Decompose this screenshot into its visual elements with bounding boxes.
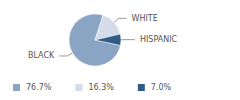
svg-text:WHITE: WHITE [132, 14, 158, 23]
svg-text:HISPANIC: HISPANIC [140, 35, 178, 44]
svg-text:76.7%: 76.7% [26, 83, 52, 92]
svg-text:BLACK: BLACK [28, 51, 55, 60]
svg-text:16.3%: 16.3% [88, 83, 114, 92]
svg-text:7.0%: 7.0% [151, 83, 172, 92]
